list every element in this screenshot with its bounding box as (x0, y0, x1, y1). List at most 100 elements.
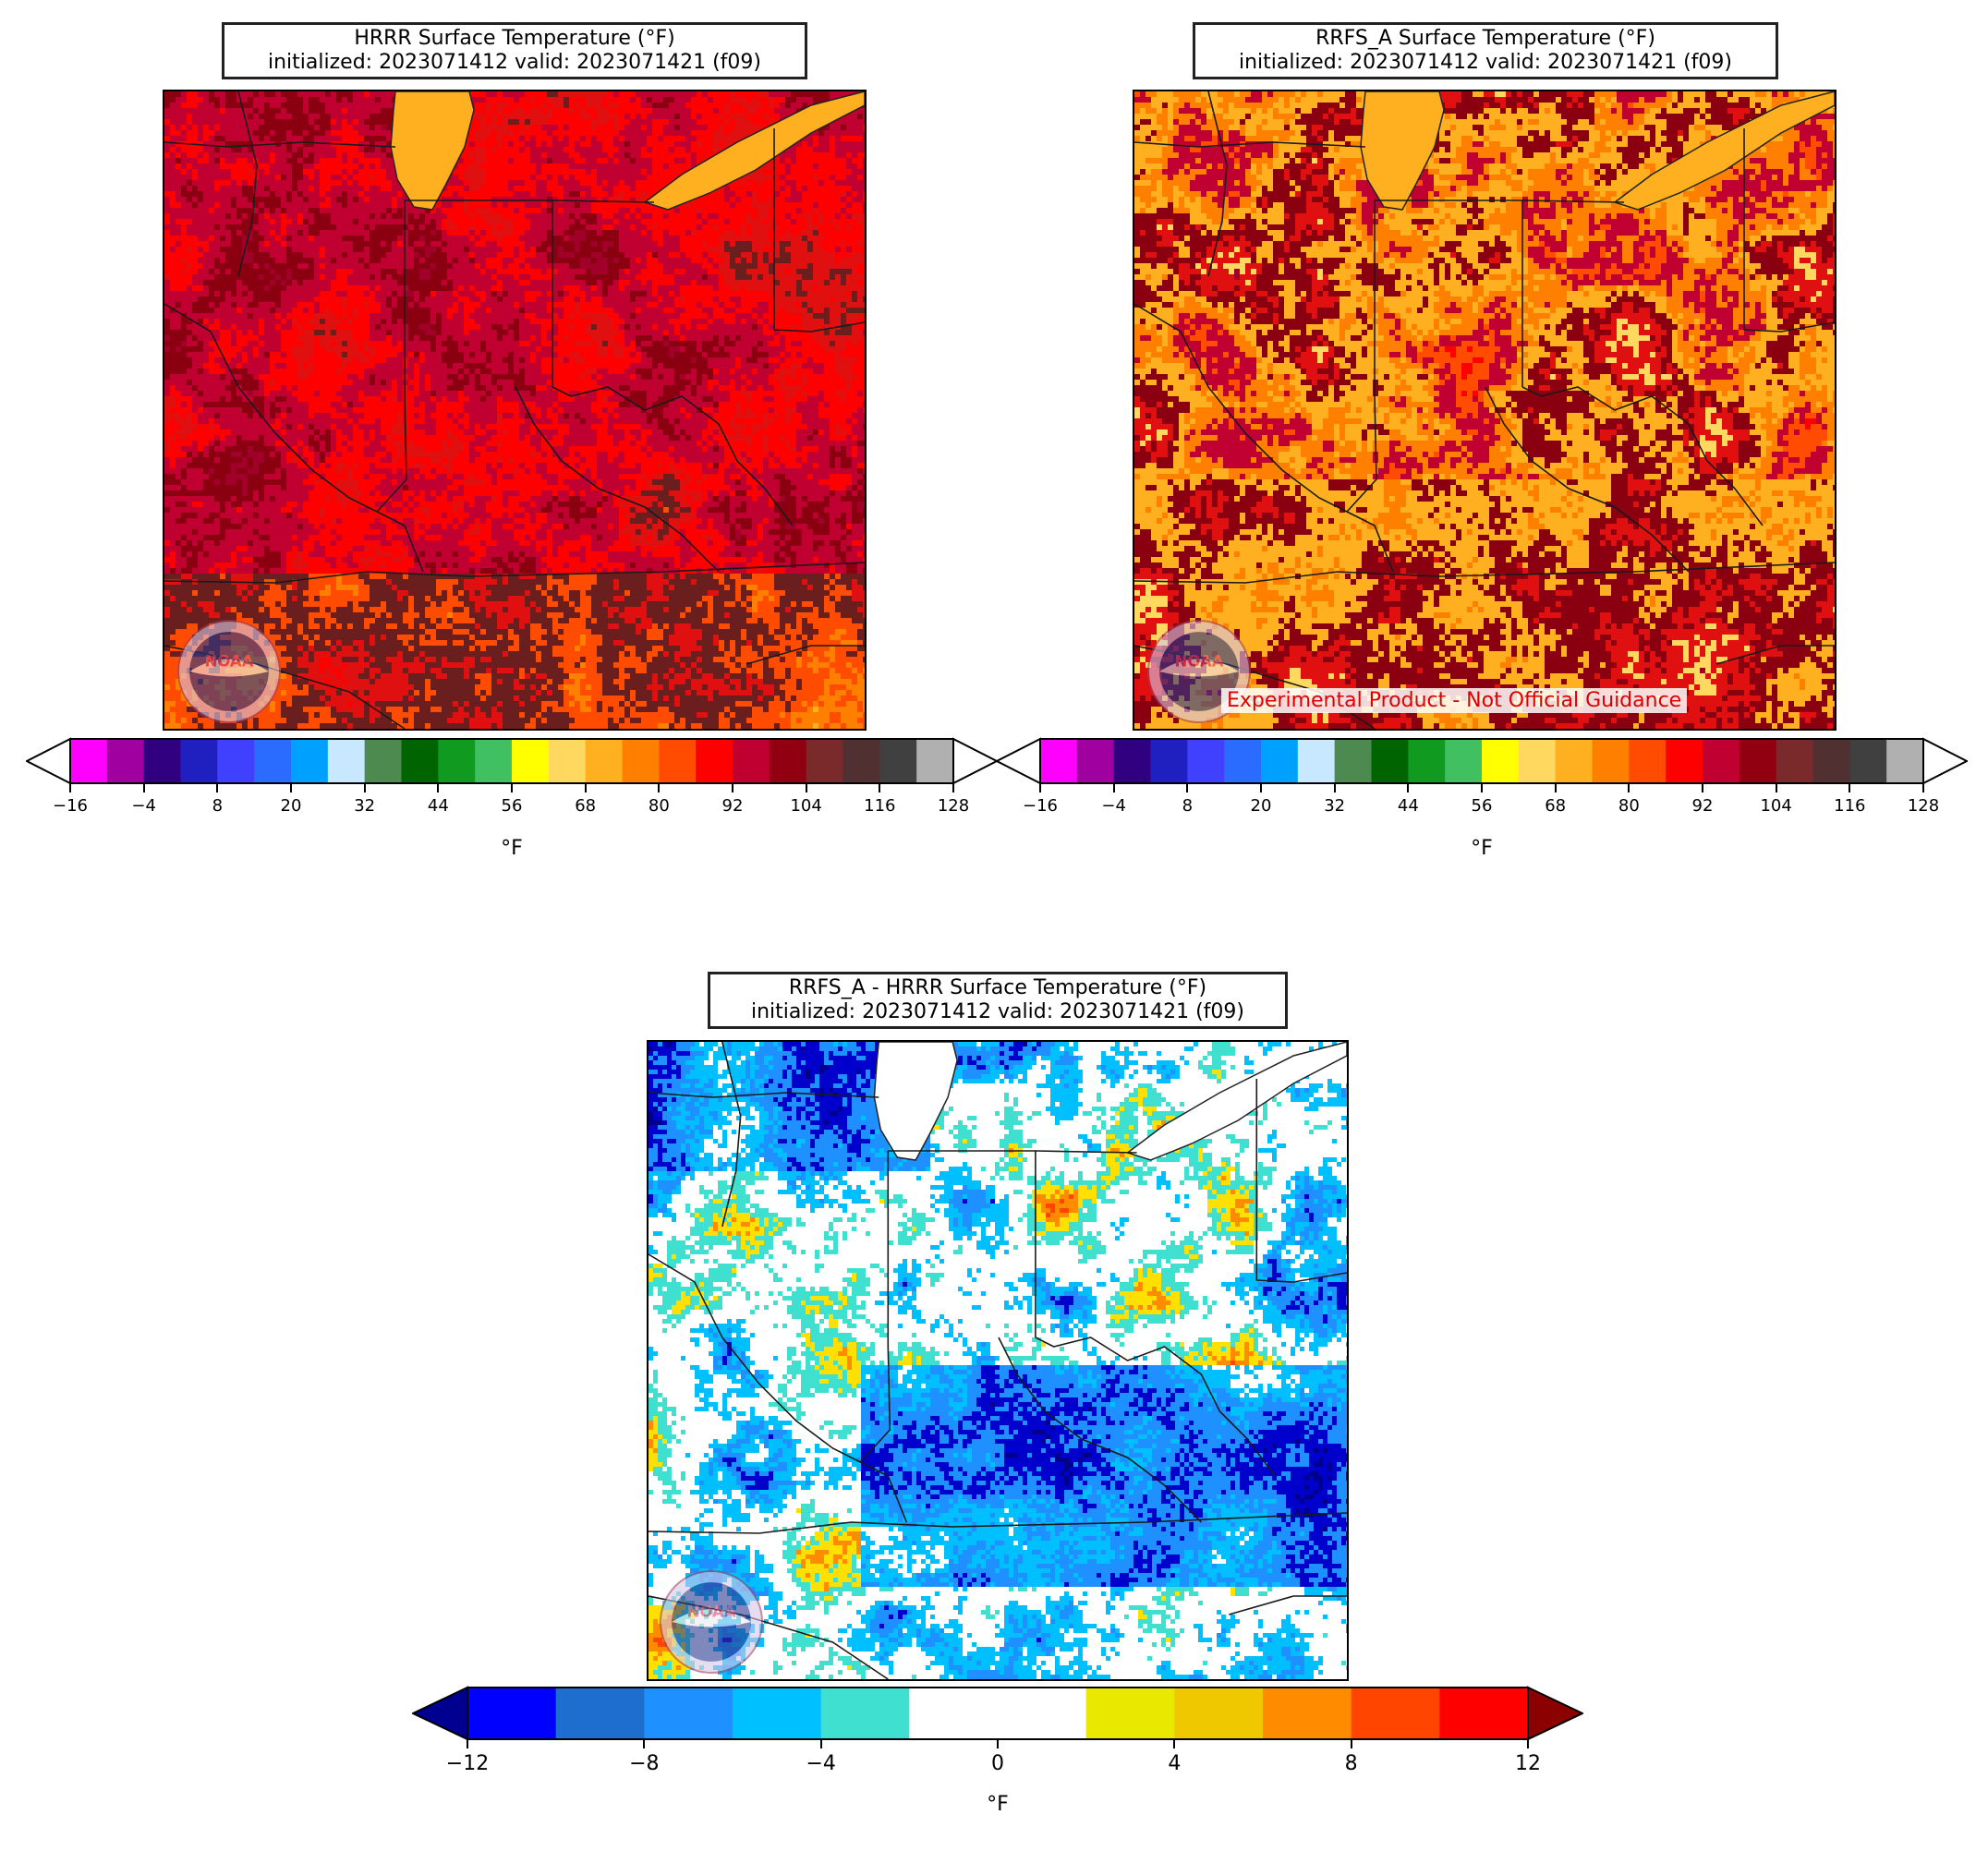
diff-map: NOAA (647, 1040, 1349, 1681)
colorbar-tick-label: 44 (428, 796, 449, 816)
colorbar-tick-label: 92 (722, 796, 744, 816)
colorbar-segment (467, 1688, 557, 1739)
colorbar-unit-label: °F (1471, 837, 1493, 860)
colorbar-tick-label: −4 (1101, 796, 1126, 816)
colorbar-segment (70, 739, 108, 783)
colorbar-tick-label: −4 (131, 796, 156, 816)
colorbar-tick-mark (467, 1740, 468, 1748)
state-border-4 (773, 128, 865, 333)
colorbar-tick-label: 80 (649, 796, 670, 816)
colorbar-segment (1076, 739, 1115, 783)
colorbar-segment (1150, 739, 1188, 783)
colorbar-tick-mark (879, 784, 881, 792)
hrrr-map: NOAA (163, 90, 867, 731)
state-border-10 (1715, 645, 1835, 665)
colorbar-segment (1592, 739, 1630, 783)
colorbar-segment (1812, 739, 1850, 783)
state-border-7 (1134, 303, 1394, 573)
colorbar-tick-label: −16 (1023, 796, 1058, 816)
state-border-11 (1207, 91, 1228, 277)
colorbar-segment (512, 739, 550, 783)
lake-michigan (873, 1042, 958, 1161)
colorbar-segment (180, 739, 218, 783)
colorbar-tick-mark (1554, 784, 1557, 792)
colorbar-segment (696, 739, 733, 783)
colorbar-segment (1849, 739, 1887, 783)
state-border-5 (1035, 1337, 1276, 1477)
colorbar-segment (1666, 739, 1703, 783)
hrrr-colorbar: −16 −4 8 20 32 44 56 68 80 92 104 116 128 °F (26, 737, 998, 866)
colorbar-segment (842, 739, 880, 783)
colorbar-tick-mark (1922, 784, 1924, 792)
colorbar-segment (1113, 739, 1151, 783)
colorbar-tick-mark (997, 1740, 999, 1748)
colorbar-segment (1040, 739, 1078, 783)
colorbar-tick-mark (1173, 1740, 1176, 1748)
colorbar-tick-mark (1628, 784, 1630, 792)
hrrr-map-canvas: NOAA (164, 91, 865, 729)
state-border-1 (859, 1151, 891, 1463)
noaa-logo: NOAA (177, 620, 281, 723)
colorbar-segment (1174, 1688, 1264, 1739)
colorbar-segment (1886, 739, 1924, 783)
colorbar-segment (879, 739, 917, 783)
rrfs-map-canvas: NOAA (1134, 91, 1835, 729)
colorbar-tick-label: 128 (1908, 796, 1939, 816)
colorbar-svg (26, 737, 998, 785)
raster-field (1134, 91, 1835, 729)
state-border-5 (1521, 386, 1764, 526)
colorbar-segment (1555, 739, 1593, 783)
colorbar-segment (143, 739, 181, 783)
colorbar-tick-label: 116 (864, 796, 895, 816)
colorbar-tick-label: 92 (1692, 796, 1714, 816)
colorbar-tick-label: 32 (1324, 796, 1345, 816)
colorbar-tick-mark (1260, 784, 1262, 792)
colorbar-segment (1085, 1688, 1175, 1739)
colorbar-segment (327, 739, 366, 783)
state-border-10 (746, 645, 865, 665)
state-border-3 (552, 200, 655, 203)
colorbar-segment (916, 739, 954, 783)
state-border-1 (1346, 200, 1377, 513)
colorbar-segment (806, 739, 843, 783)
colorbar-segment (909, 1688, 999, 1739)
state-border-4 (1743, 128, 1835, 333)
colorbar-segment (1297, 739, 1336, 783)
colorbar-tick-label: 80 (1618, 796, 1640, 816)
colorbar-tick-mark (142, 784, 145, 792)
colorbar-tick-label: 56 (502, 796, 523, 816)
colorbar-svg (996, 737, 1968, 785)
colorbar-outline (467, 1687, 1529, 1740)
colorbar-segment (998, 1688, 1087, 1739)
hrrr-title: HRRR Surface Temperature (°F) initialize… (222, 22, 807, 79)
noaa-logo-text: NOAA (205, 653, 254, 671)
colorbar-tick-label: 56 (1472, 796, 1493, 816)
colorbar-tick-label: 128 (938, 796, 969, 816)
colorbar-tick-label: −16 (53, 796, 88, 816)
colorbar-tick-mark (437, 784, 440, 792)
colorbar-tick-mark (732, 784, 733, 792)
colorbar-tick-mark (1039, 784, 1041, 792)
colorbar-tick-mark (1112, 784, 1115, 792)
colorbar-segment (438, 739, 476, 783)
colorbar-tick-label: 32 (354, 796, 375, 816)
lake-erie (643, 91, 865, 211)
colorbar-tick-mark (1849, 784, 1851, 792)
colorbar-tick-mark (290, 784, 292, 792)
colorbar-tick-mark (1186, 784, 1189, 792)
hrrr-title-line1: HRRR Surface Temperature (°F) (232, 27, 797, 51)
colorbar-tick-mark (363, 784, 366, 792)
state-border-0 (1134, 141, 1366, 148)
colorbar-over-arrow (1922, 737, 1968, 785)
colorbar-segment (1334, 739, 1372, 783)
colorbar-tick-mark (1333, 784, 1336, 792)
lake-erie (1125, 1042, 1347, 1161)
state-border-7 (164, 303, 424, 573)
state-border-6 (649, 1512, 1347, 1534)
colorbar-tick-mark (584, 784, 587, 792)
colorbar-tick-label: 20 (1251, 796, 1272, 816)
colorbar-segment (1263, 1688, 1352, 1739)
colorbar-under-arrow (26, 737, 71, 785)
colorbar-segment (1518, 739, 1557, 783)
rrfs-title: RRFS_A Surface Temperature (°F) initiali… (1193, 22, 1778, 79)
